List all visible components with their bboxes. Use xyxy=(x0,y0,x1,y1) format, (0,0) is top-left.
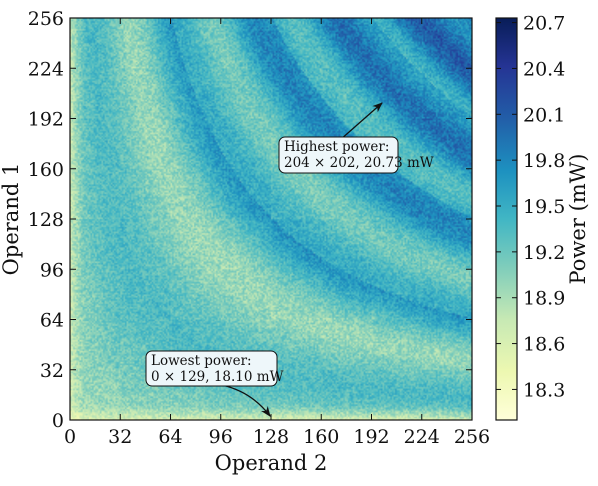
x-axis-title: Operand 2 xyxy=(215,451,328,475)
x-tick-label: 160 xyxy=(303,426,339,448)
y-axis-ticks: 0 32 64 96 128 160 192 224 256 xyxy=(28,8,472,432)
y-tick-label: 96 xyxy=(40,259,64,281)
y-axis-title: Operand 1 xyxy=(0,163,23,276)
annotation-highest-line1: Highest power: xyxy=(284,139,389,155)
annotation-lowest-power: Lowest power: 0 × 129, 18.10 mW xyxy=(145,350,284,417)
colorbar-tick-label: 19.8 xyxy=(523,150,565,172)
colorbar-gradient xyxy=(496,18,517,420)
x-tick-label: 128 xyxy=(253,426,289,448)
colorbar-tick-label: 19.5 xyxy=(523,196,565,218)
colorbar-tick-label: 20.7 xyxy=(523,13,565,35)
x-tick-label: 96 xyxy=(209,426,233,448)
x-axis-ticks: 0 32 64 96 128 160 192 224 256 xyxy=(64,18,490,448)
y-tick-label: 192 xyxy=(28,109,64,131)
y-tick-label: 64 xyxy=(40,310,64,332)
x-tick-label: 192 xyxy=(353,426,389,448)
colorbar-title: Power (mW) xyxy=(566,154,590,285)
annotation-lowest-box xyxy=(145,350,278,387)
y-tick-label: 224 xyxy=(28,58,64,80)
annotation-highest-box xyxy=(278,136,399,174)
x-tick-label: 32 xyxy=(108,426,132,448)
colorbar-tick-label: 18.6 xyxy=(523,334,565,356)
colorbar-tick-label: 19.2 xyxy=(523,242,565,264)
colorbar-tick-label: 20.1 xyxy=(523,104,565,126)
x-tick-label: 0 xyxy=(64,426,76,448)
colorbar-tick-label: 20.4 xyxy=(523,58,565,80)
annotation-lowest-line1: Lowest power: xyxy=(151,353,252,369)
y-tick-label: 128 xyxy=(28,209,64,231)
annotation-lowest-line2: 0 × 129, 18.10 mW xyxy=(151,369,284,385)
annotation-highest-line2: 204 × 202, 20.73 mW xyxy=(284,155,434,171)
y-tick-label: 160 xyxy=(28,159,64,181)
colorbar-ticks: 18.3 18.6 18.9 19.2 19.5 19.8 20.1 20.4 20.7 xyxy=(496,13,565,401)
y-tick-label: 256 xyxy=(28,8,64,30)
colorbar-tick-label: 18.9 xyxy=(523,288,565,310)
x-tick-label: 64 xyxy=(158,426,182,448)
y-tick-label: 0 xyxy=(52,410,64,432)
colorbar-tick-label: 18.3 xyxy=(523,379,565,401)
x-tick-label: 224 xyxy=(404,426,440,448)
colorbar-frame xyxy=(495,17,518,421)
y-tick-label: 32 xyxy=(40,360,64,382)
x-tick-label: 256 xyxy=(454,426,490,448)
annotation-highest-power: Highest power: 204 × 202, 20.73 mW xyxy=(278,102,434,174)
annotation-highest-arrow xyxy=(339,102,383,141)
